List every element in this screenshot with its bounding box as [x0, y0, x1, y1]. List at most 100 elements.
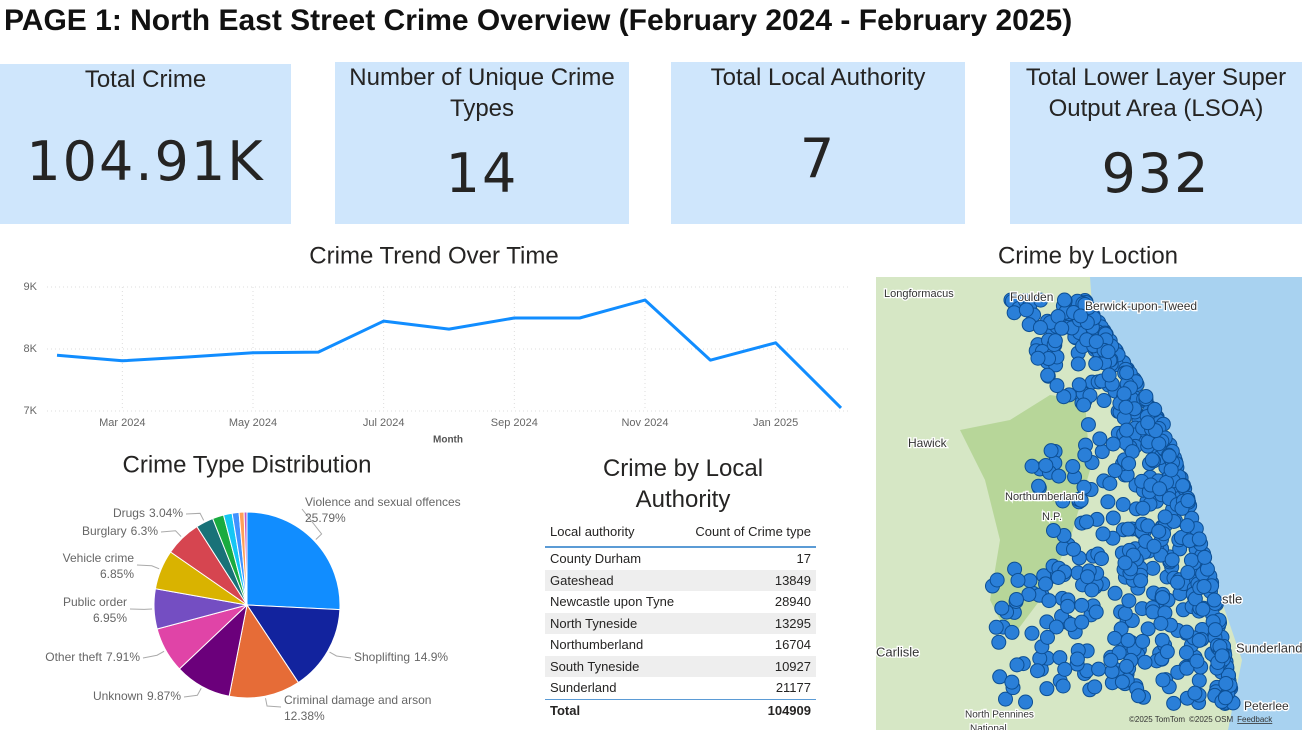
kpi-title: Total Local Authority	[710, 64, 926, 91]
kpi-value: 7	[799, 127, 837, 190]
table-cell: Newcastle upon Tyne	[550, 594, 675, 610]
pie-category: Shoplifting	[354, 650, 410, 664]
map-point	[1206, 592, 1222, 608]
x-axis-title: Month	[433, 435, 463, 446]
map-point	[1009, 591, 1025, 607]
map-point	[1117, 555, 1133, 571]
map-label: Carlisle	[876, 644, 919, 659]
table-cell: South Tyneside	[550, 658, 640, 674]
map-point	[1187, 685, 1203, 701]
table-row: Northumberland 16704	[545, 634, 816, 656]
pie-value-label: 6.95%	[93, 611, 127, 625]
table-row: County Durham 17	[545, 547, 816, 570]
map-point	[1018, 694, 1034, 710]
map-point	[1088, 356, 1104, 372]
table-cell: 21177	[775, 680, 811, 696]
map-label: Northumberland	[1005, 491, 1084, 503]
pie-value-label: 6.3%	[131, 524, 159, 538]
table-cell: 13295	[774, 615, 811, 631]
map-point	[1039, 681, 1055, 697]
map-point	[1100, 344, 1116, 360]
map-point	[1084, 582, 1100, 598]
map-point	[1077, 447, 1093, 463]
map-point	[1088, 604, 1104, 620]
map-point	[1179, 660, 1195, 676]
map-point	[1066, 541, 1082, 557]
map-label: North Pennines	[965, 710, 1034, 721]
map-point	[1009, 657, 1025, 673]
pie-title: Crime Type Distribution	[123, 451, 372, 478]
map-point	[1041, 593, 1057, 609]
map-point	[1040, 367, 1056, 383]
map-label: Berwick-upon-Tweed	[1085, 299, 1197, 313]
pie-value-label: 14.9%	[414, 650, 448, 664]
pie-value-label: 6.85%	[100, 567, 134, 581]
map-point	[1115, 497, 1131, 513]
map-point	[1030, 663, 1046, 679]
map-point	[1018, 302, 1034, 318]
map-point	[1010, 572, 1026, 588]
kpi-card: Number of Unique Crime Types 14	[335, 62, 629, 224]
map-label: Hawick	[908, 436, 948, 450]
map-point	[1049, 378, 1065, 394]
leader-line	[183, 687, 202, 698]
x-tick-label: Jan 2025	[753, 417, 798, 429]
map-point	[1073, 492, 1089, 508]
line-title: Crime Trend Over Time	[309, 242, 558, 269]
map-point	[1151, 436, 1167, 452]
map-point	[1166, 695, 1182, 711]
pie-label: Vehicle crime	[63, 551, 135, 565]
map-point	[1107, 585, 1123, 601]
pie-slice	[228, 603, 300, 699]
kpi-value: 104.91K	[26, 130, 265, 193]
map-point	[1164, 552, 1180, 568]
kpi-value: 14	[445, 142, 519, 205]
map-point	[1054, 320, 1070, 336]
map-label: Peterlee	[1244, 699, 1289, 713]
map-point	[1057, 661, 1073, 677]
map-label: Sunderland	[1236, 640, 1302, 655]
pie-value-label: 9.87%	[147, 689, 181, 703]
table-row: Sunderland 21177	[545, 677, 816, 699]
kpi-card: Total Local Authority 7	[671, 62, 965, 224]
map-point	[1055, 493, 1071, 509]
map-point	[1102, 475, 1118, 491]
kpi-card: Total Crime 104.91K	[0, 64, 291, 224]
map-point	[1120, 521, 1136, 537]
pie-slice	[243, 511, 248, 606]
map-point	[998, 691, 1014, 707]
map-point	[1074, 614, 1090, 630]
pie-slice	[246, 511, 341, 611]
pie-label: Burglary 6.3%	[82, 524, 158, 538]
table-title: Crime by Local Authority	[602, 455, 764, 513]
map-point	[1179, 518, 1195, 534]
map-point	[1179, 624, 1195, 640]
pie-slice	[246, 604, 341, 684]
map-point	[1050, 569, 1066, 585]
map-title: Crime by Loction	[998, 242, 1178, 269]
y-tick-label: 8K	[24, 343, 38, 355]
page-title: PAGE 1: North East Street Crime Overview…	[4, 4, 1072, 37]
map-point	[1154, 590, 1170, 606]
map-point	[1189, 653, 1205, 669]
map-point	[1133, 573, 1149, 589]
map-point	[1145, 560, 1161, 576]
map-point	[1060, 598, 1076, 614]
map-point	[1091, 661, 1107, 677]
map-point	[1159, 644, 1175, 660]
map-point	[1170, 574, 1186, 590]
map-point	[1004, 674, 1020, 690]
y-tick-label: 7K	[24, 405, 38, 417]
leader-line	[265, 698, 282, 708]
map-point	[1161, 448, 1177, 464]
map-point	[1157, 509, 1173, 525]
map-label: stle	[1222, 591, 1242, 606]
table: Local authority Count of Crime type County…	[545, 516, 816, 721]
map-point	[1180, 493, 1196, 509]
pie-label: Violence and sexual offences	[305, 495, 461, 509]
map-label: Longformacus	[884, 288, 954, 300]
map[interactable]: Longformacus Foulden Berwick-upon-Tweed Haw…	[875, 277, 1302, 730]
map-point	[1047, 333, 1063, 349]
table-row: Newcastle upon Tyne 28940	[545, 591, 816, 613]
table-cell: Northumberland	[550, 637, 644, 653]
